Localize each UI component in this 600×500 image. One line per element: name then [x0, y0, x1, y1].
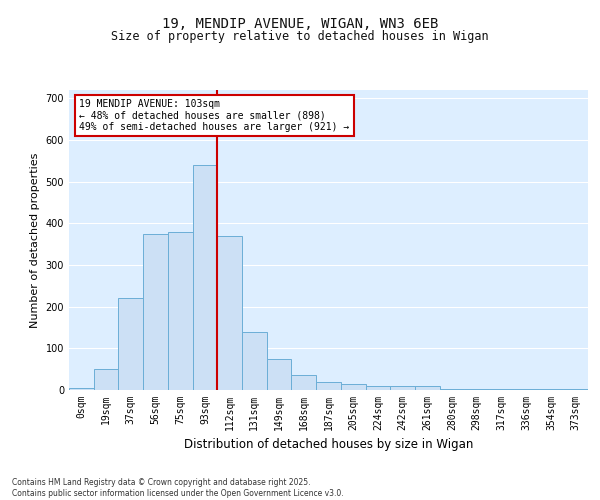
- Bar: [242, 332, 267, 390]
- Text: Contains HM Land Registry data © Crown copyright and database right 2025.
Contai: Contains HM Land Registry data © Crown c…: [12, 478, 344, 498]
- Bar: [168, 232, 193, 390]
- Bar: [539, 389, 563, 390]
- Bar: [94, 369, 118, 390]
- Bar: [292, 376, 316, 390]
- Bar: [193, 165, 217, 390]
- Bar: [415, 386, 440, 390]
- Bar: [143, 234, 168, 390]
- Bar: [316, 382, 341, 390]
- Text: 19, MENDIP AVENUE, WIGAN, WN3 6EB: 19, MENDIP AVENUE, WIGAN, WN3 6EB: [162, 18, 438, 32]
- Bar: [69, 388, 94, 390]
- Bar: [217, 236, 242, 390]
- Bar: [390, 386, 415, 390]
- X-axis label: Distribution of detached houses by size in Wigan: Distribution of detached houses by size …: [184, 438, 473, 452]
- Y-axis label: Number of detached properties: Number of detached properties: [30, 152, 40, 328]
- Bar: [489, 389, 514, 390]
- Bar: [464, 389, 489, 390]
- Bar: [365, 386, 390, 390]
- Bar: [118, 298, 143, 390]
- Text: Size of property relative to detached houses in Wigan: Size of property relative to detached ho…: [111, 30, 489, 43]
- Text: 19 MENDIP AVENUE: 103sqm
← 48% of detached houses are smaller (898)
49% of semi-: 19 MENDIP AVENUE: 103sqm ← 48% of detach…: [79, 99, 350, 132]
- Bar: [563, 389, 588, 390]
- Bar: [440, 389, 464, 390]
- Bar: [267, 359, 292, 390]
- Bar: [514, 389, 539, 390]
- Bar: [341, 384, 365, 390]
